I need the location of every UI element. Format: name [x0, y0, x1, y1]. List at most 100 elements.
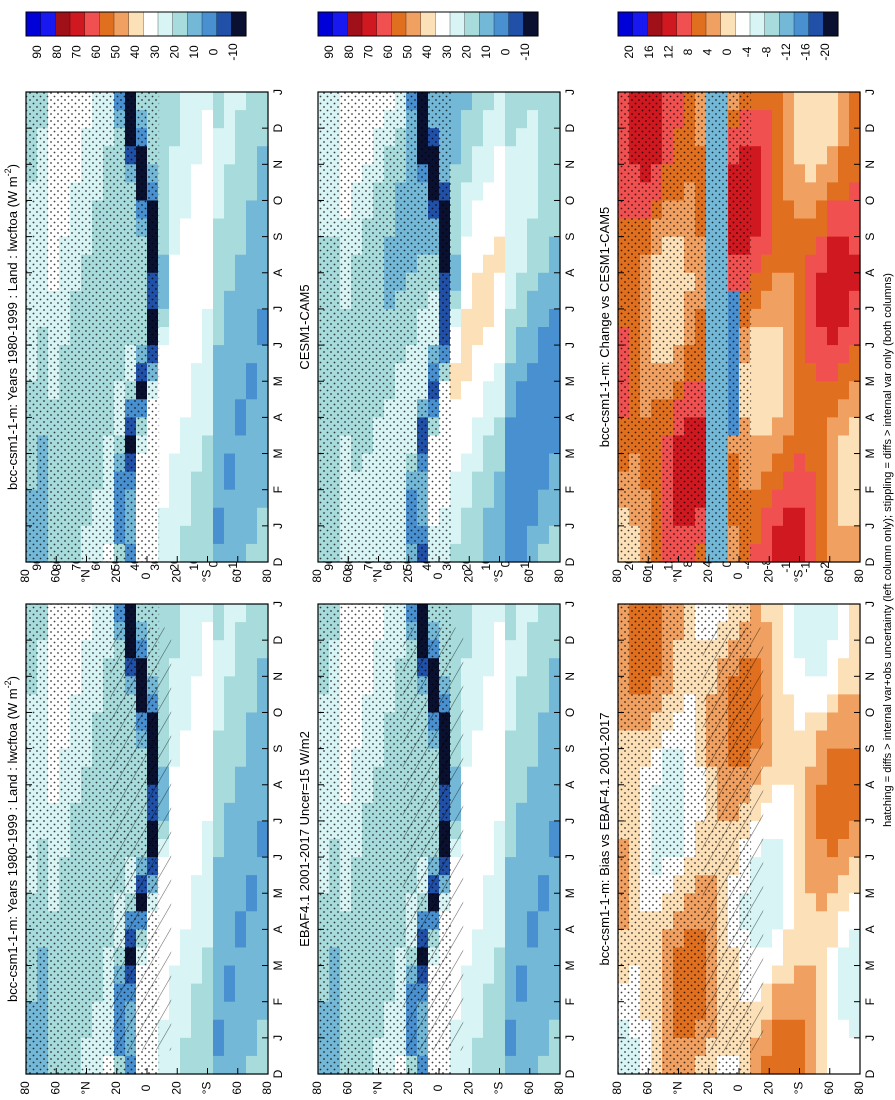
- heatmap-cell: [750, 435, 762, 455]
- y-tick-label: °N: [671, 569, 685, 582]
- heatmap-cell: [505, 525, 517, 545]
- heatmap-cell: [772, 604, 784, 623]
- heatmap-cell: [772, 929, 784, 949]
- x-tick-label: D: [271, 1069, 285, 1078]
- y-tick-label: 80: [310, 569, 324, 583]
- heatmap-cell: [527, 1037, 539, 1057]
- heatmap-cell: [772, 640, 784, 659]
- colorbar-swatch: [231, 11, 247, 37]
- heatmap-cell: [516, 435, 528, 455]
- heatmap-cell: [483, 983, 495, 1003]
- colorbar-label: -4: [740, 46, 754, 57]
- heatmap-cell: [472, 839, 484, 858]
- heatmap-cell: [516, 622, 528, 641]
- heatmap-cell: [257, 839, 269, 858]
- heatmap-cell: [246, 345, 258, 364]
- heatmap-cell: [213, 820, 225, 840]
- heatmap-cell: [202, 748, 214, 768]
- heatmap-cell: [494, 308, 506, 328]
- colorbar-swatch: [749, 11, 766, 37]
- x-tick-label: D: [271, 557, 285, 566]
- heatmap-cell: [450, 381, 462, 400]
- heatmap-cell: [257, 543, 269, 563]
- heatmap-cell: [191, 1037, 203, 1057]
- y-tick-label: 0: [731, 1084, 745, 1091]
- heatmap-cell: [483, 236, 495, 256]
- heatmap-cell: [235, 272, 247, 292]
- heatmap-cell: [750, 543, 762, 563]
- heatmap-cell: [805, 604, 817, 623]
- heatmap-cell: [549, 471, 561, 491]
- footnote-group: hatching = diffs > internal var+obs unce…: [882, 273, 894, 827]
- heatmap-cell: [202, 164, 214, 183]
- heatmap-cell: [783, 399, 795, 418]
- heatmap-cell: [772, 784, 784, 804]
- heatmap-cell: [158, 290, 170, 310]
- heatmap-cell: [213, 200, 225, 220]
- heatmap-cell: [783, 507, 795, 527]
- heatmap-cell: [224, 236, 236, 256]
- heatmap-cell: [450, 290, 462, 310]
- heatmap-cell: [450, 218, 462, 238]
- heatmap-cell: [461, 658, 473, 677]
- heatmap-cell: [224, 489, 236, 509]
- heatmap-cell: [461, 766, 473, 786]
- heatmap-cell: [224, 1055, 236, 1075]
- heatmap-cell: [505, 363, 517, 382]
- x-tick-label: J: [863, 818, 877, 824]
- heatmap-cell: [783, 290, 795, 310]
- heatmap-cell: [257, 1037, 269, 1057]
- heatmap-cell: [483, 802, 495, 822]
- heatmap-cell: [805, 857, 817, 876]
- colorbar-swatch: [25, 11, 42, 37]
- heatmap-cell: [461, 839, 473, 858]
- heatmap-cell: [849, 640, 861, 659]
- heatmap-cell: [794, 658, 806, 677]
- heatmap-cell: [257, 694, 269, 714]
- heatmap-cell: [213, 1001, 225, 1021]
- heatmap-cell: [246, 381, 258, 400]
- heatmap-cell: [516, 543, 528, 563]
- heatmap-cell: [827, 254, 839, 274]
- heatmap-cell: [505, 983, 517, 1003]
- heatmap-cell: [483, 345, 495, 364]
- heatmap-cell: [246, 1001, 258, 1021]
- heatmap-cell: [213, 363, 225, 382]
- y-tick-label: 20: [761, 1081, 775, 1095]
- heatmap-cell: [494, 417, 506, 437]
- heatmap-cell: [494, 929, 506, 949]
- heatmap-cell: [750, 399, 762, 418]
- heatmap-cell: [202, 327, 214, 346]
- y-tick-label: 80: [852, 1081, 866, 1095]
- heatmap-cell: [827, 363, 839, 382]
- heatmap-cell: [191, 640, 203, 659]
- heatmap-cell: [527, 254, 539, 274]
- heatmap-cell: [827, 399, 839, 418]
- heatmap-cell: [827, 146, 839, 165]
- heatmap-cell: [213, 802, 225, 822]
- footnote: hatching = diffs > internal var+obs unce…: [882, 273, 894, 827]
- heatmap-cell: [494, 453, 506, 473]
- heatmap-cell: [180, 857, 192, 876]
- heatmap-cell: [761, 1001, 773, 1021]
- heatmap-cell: [450, 110, 462, 129]
- heatmap-cell: [527, 1001, 539, 1021]
- heatmap-cell: [246, 983, 258, 1003]
- heatmap-cell: [827, 381, 839, 400]
- heatmap-cell: [224, 1019, 236, 1039]
- y-tick-label: 80: [18, 569, 32, 583]
- heatmap-cell: [805, 489, 817, 509]
- heatmap-cell: [772, 658, 784, 677]
- y-tick-label: 0: [731, 572, 745, 579]
- heatmap-cell: [472, 543, 484, 563]
- heatmap-cell: [805, 893, 817, 912]
- heatmap-cell: [527, 200, 539, 220]
- heatmap-cell: [246, 947, 258, 967]
- heatmap-cell: [805, 543, 817, 563]
- heatmap-cell: [494, 327, 506, 346]
- heatmap-cell: [816, 857, 828, 876]
- heatmap-cell: [235, 327, 247, 346]
- heatmap-cell: [461, 622, 473, 641]
- heatmap-cell: [827, 128, 839, 147]
- heatmap-cell: [794, 875, 806, 894]
